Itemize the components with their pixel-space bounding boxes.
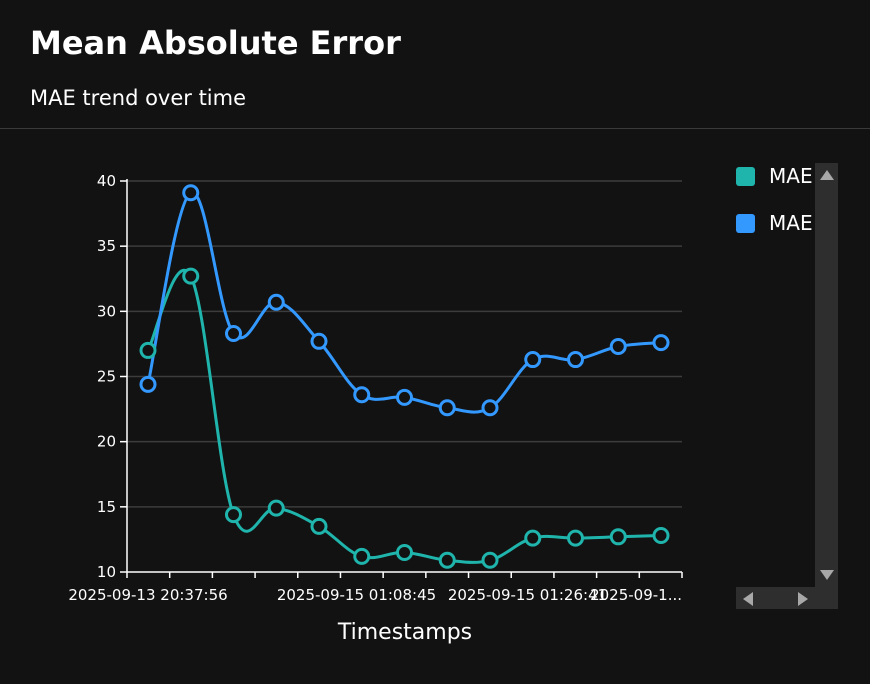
data-point-series-2: [139, 375, 157, 393]
data-point-series-1: [567, 529, 584, 547]
legend-label-series-2: MAE: [769, 211, 813, 235]
legend-horizontal-scrollbar[interactable]: [736, 587, 838, 609]
legend-item-series-2[interactable]: MAE: [736, 210, 813, 236]
legend-label-series-1: MAE: [769, 164, 813, 188]
data-point-series-1: [652, 527, 670, 545]
data-point-series-2: [609, 338, 627, 356]
x-axis-title: Timestamps: [337, 620, 472, 645]
data-point-series-2: [310, 332, 328, 350]
y-tick-label: 35: [97, 237, 116, 255]
legend: MAE MAE: [736, 163, 816, 583]
data-point-series-2: [396, 388, 413, 406]
data-point-series-2: [225, 324, 242, 342]
scroll-right-arrow-icon[interactable]: [798, 592, 808, 606]
data-point-series-1: [481, 551, 499, 569]
axes: 10 15 20 25 30 35 40 2025-09-13 20:37:56 2025-09…: [68, 172, 683, 604]
y-tick-label: 25: [97, 368, 116, 386]
data-point-series-2: [182, 184, 200, 202]
y-tick-label: 10: [97, 563, 116, 581]
x-tick-label: 2025-09-1...: [590, 586, 682, 604]
data-point-series-1: [524, 529, 542, 547]
chart-title: Mean Absolute Error: [30, 24, 401, 62]
scroll-left-arrow-icon[interactable]: [743, 592, 753, 606]
data-point-series-2: [524, 351, 542, 369]
series-line-2: [146, 191, 662, 414]
data-points: [139, 184, 670, 569]
x-tick-label: 2025-09-15 01:26:41: [448, 586, 607, 604]
y-tick-label: 30: [97, 302, 116, 320]
gridlines: [127, 180, 682, 508]
data-point-series-2: [652, 334, 670, 352]
data-point-series-2: [353, 386, 371, 404]
data-point-series-1: [353, 547, 371, 565]
chart-header: Mean Absolute Error MAE trend over time: [0, 0, 870, 129]
scroll-down-arrow-icon[interactable]: [820, 570, 834, 580]
y-tick-label: 20: [97, 433, 116, 451]
data-point-series-2: [481, 399, 499, 417]
legend-swatch-series-2: [736, 213, 755, 233]
scroll-up-arrow-icon[interactable]: [820, 170, 834, 180]
x-tick-label: 2025-09-13 20:37:56: [68, 586, 227, 604]
data-point-series-1: [396, 543, 413, 561]
y-tick-label: 40: [97, 172, 116, 190]
legend-item-series-1[interactable]: MAE: [736, 163, 813, 189]
data-point-series-1: [225, 506, 242, 524]
data-point-series-1: [182, 267, 200, 285]
data-point-series-1: [139, 341, 157, 359]
legend-vertical-scrollbar[interactable]: [815, 163, 838, 587]
data-point-series-1: [310, 517, 328, 535]
data-point-series-2: [267, 293, 285, 311]
data-point-series-2: [567, 351, 584, 369]
data-point-series-2: [438, 399, 456, 417]
chart-subtitle: MAE trend over time: [30, 86, 247, 110]
line-chart: 10 15 20 25 30 35 40 2025-09-13 20:37:56 2025-09…: [68, 172, 683, 645]
data-point-series-1: [609, 528, 627, 546]
data-point-series-1: [267, 499, 285, 517]
data-point-series-1: [438, 551, 456, 569]
x-tick-label: 2025-09-15 01:08:45: [277, 586, 436, 604]
legend-swatch-series-1: [736, 166, 755, 186]
y-tick-label: 15: [97, 498, 116, 516]
